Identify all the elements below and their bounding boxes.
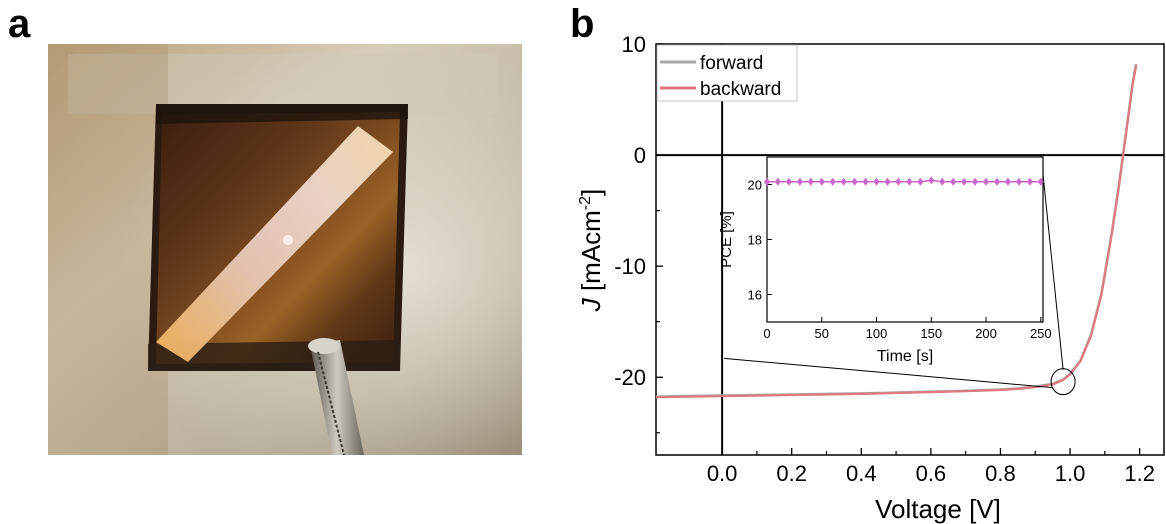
legend: forward backward: [656, 44, 798, 102]
inset-point: [1004, 177, 1011, 186]
plot-frame: [655, 43, 1165, 456]
inset-point: [884, 177, 891, 186]
inset-point: [873, 177, 880, 186]
y-tick-label: 0: [634, 143, 646, 168]
pce-inset: 0 50 100 150 200 250 20 18 16 Time [s] PCE [%]: [718, 155, 1064, 389]
inset-point: [1037, 177, 1044, 186]
inset-y-tick-label: 20: [748, 178, 762, 193]
y-axis-label-close: ]: [576, 189, 606, 196]
inset-point: [1026, 177, 1033, 186]
x-tick-label: 0.2: [776, 461, 807, 486]
inset-point: [983, 177, 990, 186]
x-tick-label: 0.8: [985, 461, 1016, 486]
inset-point: [807, 177, 814, 186]
inset-point: [764, 177, 770, 186]
inset-point: [785, 177, 792, 186]
inset-point: [994, 177, 1000, 186]
panel-label-b: b: [570, 2, 595, 46]
inset-point: [796, 177, 803, 186]
inset-point: [862, 177, 869, 186]
series-line-backward: [655, 64, 1138, 399]
inset-y-tick-label: 16: [748, 288, 762, 303]
inset-point: [961, 177, 968, 186]
inset-point: [840, 177, 847, 186]
y-tick-label: -20: [614, 365, 646, 390]
device-photo: [48, 44, 522, 455]
inset-point: [950, 177, 957, 186]
y-axis-label-exponent: -2: [577, 196, 594, 210]
y-axis-label-unit: [mAcm: [576, 210, 606, 298]
inset-point: [917, 177, 924, 186]
x-tick-label: 0.0: [707, 461, 738, 486]
y-axis-label-symbol: J: [576, 297, 606, 312]
legend-label-backward: backward: [700, 79, 781, 100]
x-axis-label: Voltage [V]: [875, 494, 1001, 524]
inset-point: [906, 177, 913, 186]
y-axis-label: J [mAcm-2]: [576, 189, 606, 313]
inset-x-tick-label: 150: [920, 326, 942, 341]
inset-point: [851, 177, 858, 186]
inset-point: [1015, 177, 1022, 186]
inset-x-tick-label: 250: [1030, 326, 1052, 341]
inset-x-tick-label: 200: [975, 326, 997, 341]
inset-point: [774, 177, 781, 186]
inset-point: [928, 176, 935, 185]
inset-x-tick-label: 100: [866, 326, 888, 341]
x-tick-label: 1.0: [1055, 461, 1086, 486]
inset-y-tick-label: 18: [748, 233, 762, 248]
inset-point: [972, 177, 979, 186]
legend-box: [656, 44, 798, 102]
inset-x-tick-label: 50: [815, 326, 829, 341]
panel-label-a: a: [8, 2, 31, 46]
legend-label-forward: forward: [700, 53, 763, 74]
y-tick-label: -10: [614, 254, 646, 279]
x-tick-label: 0.4: [846, 461, 877, 486]
x-tick-label: 1.2: [1124, 461, 1155, 486]
inset-point: [895, 177, 902, 186]
inset-x-tick-label: 0: [763, 326, 770, 341]
x-tick-label: 0.6: [916, 461, 947, 486]
inset-y-axis-label: PCE [%]: [718, 211, 735, 268]
zoom-connector-left: [724, 357, 1054, 389]
zoom-connector-right: [1040, 155, 1064, 370]
y-tick-label: 10: [622, 32, 646, 57]
inset-point: [939, 177, 946, 186]
inset-x-axis-label: Time [s]: [877, 348, 933, 365]
inset-point: [829, 177, 836, 186]
inset-point: [818, 177, 825, 186]
